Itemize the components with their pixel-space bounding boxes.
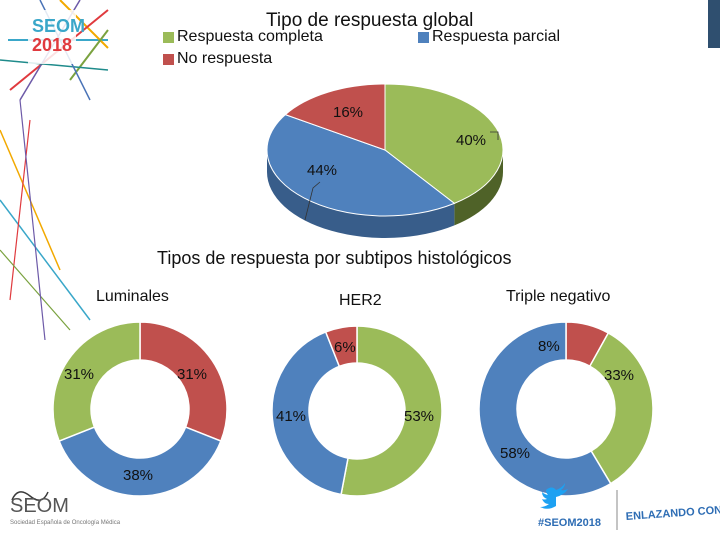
pie3d-slice-side-respuesta-completa	[454, 150, 503, 226]
donut-her2	[271, 325, 443, 497]
hashtag-text: #SEOM2018	[538, 517, 601, 529]
seom-top-text: SEOM	[32, 16, 85, 36]
global-response-pie	[266, 83, 504, 239]
legend-swatch-green	[163, 31, 174, 43]
donut-triple-slice-respuesta-completa	[588, 331, 654, 485]
donut-triple-slice-respuesta-parcial	[478, 321, 612, 497]
pie3d-slice-side-respuesta-parcial	[267, 150, 455, 239]
twitter-bird-icon	[540, 483, 568, 509]
legend-swatch-red	[163, 53, 174, 65]
label-luminales-38: 38%	[123, 467, 154, 484]
seom-2018-logo: SEOM 2018	[0, 0, 109, 101]
section-title: Tipos de respuesta por subtipos histológ…	[157, 248, 512, 268]
seom-bottom-logo-text: SEOM	[10, 495, 69, 517]
donut-triple-negativo	[478, 321, 654, 497]
label-her2-53: 53%	[404, 408, 435, 425]
data-label-44: 44%	[307, 162, 338, 179]
leader-line-44	[304, 181, 321, 221]
label-triple-58: 58%	[500, 445, 531, 462]
legend-item-no-respuesta: No respuesta	[163, 50, 272, 68]
data-label-40: 40%	[456, 132, 487, 149]
leader-line-40	[490, 131, 499, 140]
legend-item-respuesta-parcial: Respuesta parcial	[418, 28, 560, 46]
right-accent-bar	[708, 0, 720, 48]
pie3d-slice-no-respuesta	[284, 83, 386, 151]
bottom-branding: SEOM Sociedad Española de Oncología Médi…	[10, 483, 720, 530]
subtitle-her2: HER2	[339, 292, 382, 309]
legend-swatch-blue	[418, 31, 429, 43]
subtitle-triple-negativo: Triple negativo	[506, 288, 611, 305]
legend-item-respuesta-completa: Respuesta completa	[163, 28, 323, 46]
seom-bottom-sub: Sociedad Española de Oncología Médica	[10, 520, 121, 526]
legend-label: Respuesta parcial	[432, 28, 561, 45]
donut-her2-slice-respuesta-completa	[340, 325, 443, 497]
chart-title-global: Tipo de respuesta global	[266, 10, 474, 31]
label-luminales-31-left: 31%	[64, 366, 95, 383]
label-her2-41: 41%	[276, 408, 307, 425]
left-edge-stripe	[0, 0, 6, 540]
left-decoration	[0, 99, 91, 341]
seom-year-text: 2018	[32, 35, 72, 55]
label-her2-6: 6%	[334, 339, 356, 356]
subtitle-luminales: Luminales	[96, 288, 169, 305]
slogan-text: ENLAZANDO CONOCIMIENTO	[625, 500, 720, 523]
data-label-16: 16%	[333, 104, 364, 121]
label-triple-8: 8%	[538, 338, 560, 355]
pie3d-slice-respuesta-parcial	[266, 114, 456, 217]
donut-luminales	[52, 321, 228, 497]
legend-label: Respuesta completa	[177, 28, 323, 45]
seom-bottom-logo-mark	[11, 491, 49, 501]
donut-her2-slice-no-respuesta	[324, 325, 358, 368]
donut-her2-slice-respuesta-parcial	[271, 330, 349, 496]
legend-label: No respuesta	[177, 50, 273, 67]
donut-luminales-slice-no-respuesta	[139, 321, 228, 443]
pie3d-slice-respuesta-completa	[384, 83, 504, 204]
donut-luminales-slice-respuesta-completa	[52, 321, 141, 443]
donut-luminales-slice-respuesta-parcial	[58, 426, 222, 497]
label-luminales-31-right: 31%	[177, 366, 208, 383]
label-triple-33: 33%	[604, 367, 635, 384]
